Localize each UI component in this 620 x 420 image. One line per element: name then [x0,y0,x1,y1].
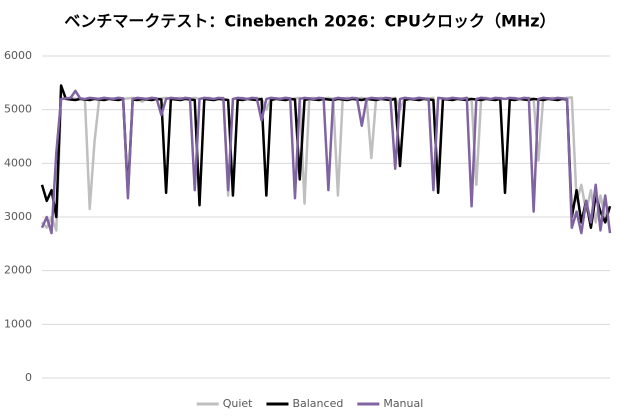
y-tick-label: 2000 [4,264,32,277]
series-line [40,89,612,235]
y-tick-label: 3000 [4,210,32,223]
legend-label: Manual [383,397,423,410]
y-tick-label: 0 [25,371,32,384]
legend-label: Balanced [292,397,343,410]
legend-label: Quiet [223,397,253,410]
chart-title: ベンチマークテスト：Cinebench 2026：CPUクロック（MHz） [64,12,555,31]
y-tick-label: 5000 [4,103,32,116]
y-tick-label: 6000 [4,49,32,62]
y-tick-label: 4000 [4,156,32,169]
series-line [40,84,612,229]
y-tick-label: 1000 [4,317,32,330]
